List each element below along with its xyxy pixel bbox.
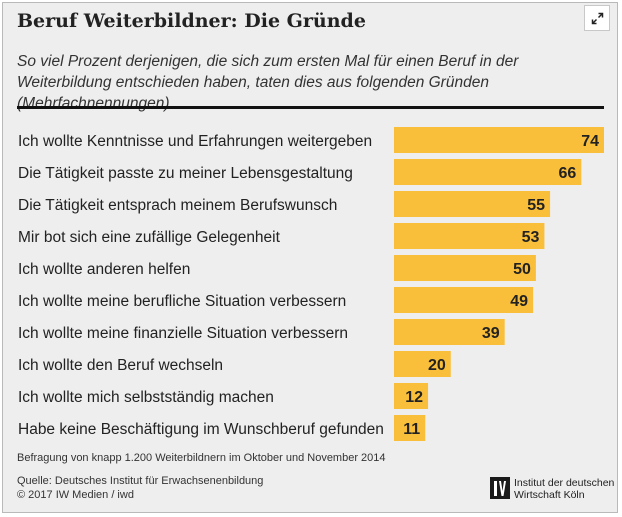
source: Quelle: Deutsches Institut für Erwachsen… [17,475,263,502]
footnote: Befragung von knapp 1.200 Weiterbildnern… [17,452,386,464]
category-label: Habe keine Beschäftigung im Wunschberuf … [18,421,384,438]
iw-logo: Institut der deutschen Wirtschaft Köln [490,474,615,504]
value-label: 66 [559,165,577,182]
logo-line-2: Wirtschaft Köln [514,489,585,501]
bar [394,191,551,217]
value-label: 12 [405,389,423,406]
source-line: Quelle: Deutsches Institut für Erwachsen… [17,475,264,487]
bar [394,127,604,153]
value-label: 20 [428,357,446,374]
bar [394,319,505,345]
value-label: 50 [513,261,531,278]
category-label: Ich wollte meine berufliche Situation ve… [18,293,346,310]
value-label: 74 [581,133,599,150]
category-label: Ich wollte den Beruf wechseln [18,357,223,374]
value-label: 53 [522,229,540,246]
value-label: 11 [403,421,420,438]
category-label: Die Tätigkeit entsprach meinem Berufswun… [18,197,337,214]
chart-subtitle: So viel Prozent derjenigen, die sich zum… [17,53,519,112]
value-label: 55 [527,197,545,214]
category-label: Mir bot sich eine zufällige Gelegenheit [18,229,281,246]
category-label: Ich wollte anderen helfen [18,261,190,278]
value-label: 49 [510,293,528,310]
category-label: Ich wollte Kenntnisse und Erfahrungen we… [18,133,372,150]
bar [394,255,536,281]
bar [394,159,582,185]
bar [394,415,426,441]
bar [394,223,545,249]
expand-icon [591,12,604,25]
expand-button[interactable] [584,5,610,31]
bar [394,383,429,409]
logo-line-1: Institut der deutschen [514,477,615,489]
chart-title: Beruf Weiterbildner: Die Gründe [17,10,366,32]
divider [17,106,604,109]
category-label: Ich wollte mich selbstständig machen [18,389,274,406]
bar [394,287,534,313]
category-label: Ich wollte meine finanzielle Situation v… [18,325,348,342]
value-label: 39 [482,325,500,342]
iw-logo-icon [490,477,510,499]
copyright-line: © 2017 IW Medien / iwd [17,488,134,501]
category-label: Die Tätigkeit passte zu meiner Lebensges… [18,165,353,182]
bar [394,351,451,377]
